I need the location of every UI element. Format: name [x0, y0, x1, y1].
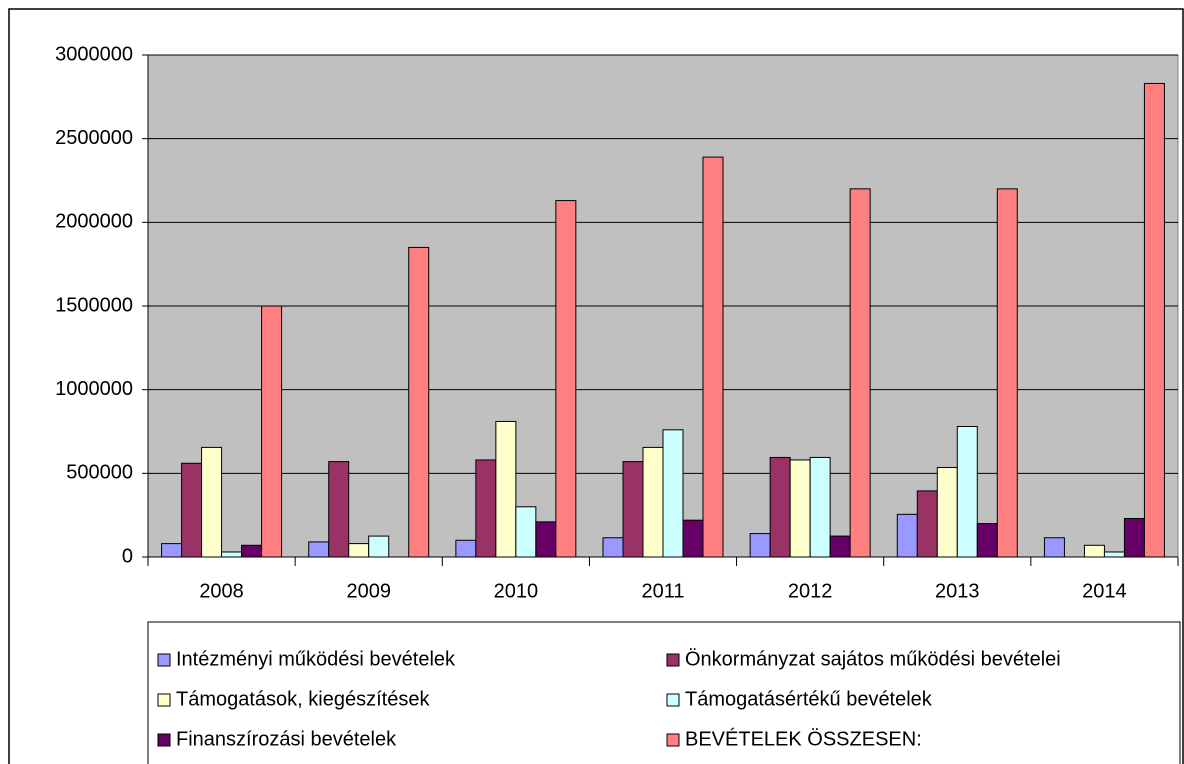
- legend-label: Támogatásértékű bevételek: [685, 688, 933, 710]
- bar: [789, 459, 811, 558]
- y-tick-label: 1000000: [55, 378, 133, 400]
- bar: [201, 446, 223, 558]
- bar: [1123, 518, 1145, 558]
- y-tick-label: 500000: [66, 462, 133, 484]
- legend-box: [147, 621, 1181, 764]
- x-tick-label: 2013: [935, 580, 980, 602]
- bar: [896, 513, 918, 558]
- x-tick-label: 2009: [346, 580, 391, 602]
- bar: [996, 188, 1018, 558]
- bar: [682, 519, 704, 558]
- y-tick-label: 3000000: [55, 43, 133, 65]
- legend-label: BEVÉTELEK ÖSSZESEN:: [685, 727, 922, 750]
- bar: [622, 461, 644, 558]
- y-tick-label: 1500000: [55, 294, 133, 316]
- legend-label: Finanszírozási bevételek: [176, 728, 397, 750]
- bar: [829, 535, 851, 558]
- x-tick-label: 2008: [199, 580, 244, 602]
- bar: [849, 188, 871, 558]
- bar: [662, 429, 684, 558]
- legend-label: Önkormányzat sajátos működési bevételei: [685, 648, 1061, 670]
- y-tick-label: 2500000: [55, 127, 133, 149]
- legend-swatch: [157, 733, 171, 747]
- bar: [328, 461, 350, 558]
- y-tick-label: 2000000: [55, 211, 133, 233]
- legend-label: Intézményi működési bevételek: [176, 648, 456, 670]
- bar: [408, 246, 430, 558]
- bar: [1083, 544, 1105, 558]
- bar: [916, 490, 938, 558]
- bar: [1103, 551, 1125, 558]
- legend-swatch: [666, 733, 680, 747]
- bar: [261, 305, 283, 558]
- y-tick-label: 0: [122, 545, 133, 567]
- bar: [1043, 537, 1065, 558]
- bar: [348, 543, 370, 558]
- bar: [535, 521, 557, 558]
- bar: [241, 544, 263, 558]
- bar: [809, 456, 831, 558]
- bar: [181, 462, 203, 558]
- bar: [749, 533, 771, 558]
- bar: [455, 539, 477, 558]
- bar: [308, 541, 330, 558]
- bar: [936, 466, 958, 558]
- bar: [368, 535, 390, 558]
- bar: [555, 200, 577, 558]
- legend-swatch: [157, 693, 171, 707]
- bar: [515, 506, 537, 558]
- bar: [495, 420, 517, 558]
- bar: [956, 425, 978, 558]
- legend-label: Támogatások, kiegészítések: [176, 688, 430, 710]
- x-tick-label: 2011: [641, 580, 684, 602]
- legend-swatch: [666, 653, 680, 667]
- bar: [769, 456, 791, 558]
- bar: [976, 523, 998, 558]
- x-tick-label: 2012: [788, 580, 833, 602]
- bar: [1143, 82, 1165, 558]
- bar: [161, 543, 183, 558]
- bar: [602, 537, 624, 558]
- bar: [475, 459, 497, 558]
- bar: [702, 156, 724, 558]
- legend-swatch: [157, 653, 171, 667]
- x-tick-label: 2014: [1082, 580, 1127, 602]
- bar: [221, 551, 243, 558]
- legend-swatch: [666, 693, 680, 707]
- bar: [642, 446, 664, 558]
- x-tick-label: 2010: [494, 580, 539, 602]
